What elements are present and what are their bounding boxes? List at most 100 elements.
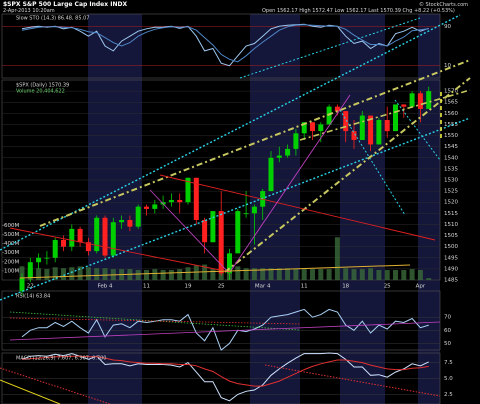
- panel-label: RSI(14) 63.84: [16, 294, 50, 300]
- candle-body: [401, 104, 407, 107]
- y2-tick-label: 500M: [4, 232, 19, 238]
- x-tick-label: 25: [384, 284, 391, 290]
- candle-body: [85, 242, 91, 252]
- volume-bar: [401, 270, 407, 280]
- y-tick-label: 5.0: [444, 376, 453, 382]
- trendline: [0, 117, 471, 301]
- volume-bar: [235, 266, 241, 280]
- candle-body: [310, 122, 315, 132]
- candle-body: [343, 111, 349, 132]
- y-tick-label: 1530: [444, 178, 458, 184]
- candle-body: [19, 277, 25, 292]
- trendline: [0, 379, 61, 404]
- volume-bar: [326, 269, 332, 280]
- candle-body: [359, 115, 365, 140]
- chart-title: $SPX S&P 500 Large Cap Index INDX: [3, 1, 127, 8]
- y-tick-label: 1550: [444, 133, 458, 139]
- candle-body: [144, 206, 149, 209]
- candle-body: [393, 104, 398, 132]
- volume-bar: [417, 270, 423, 280]
- candle-body: [94, 217, 100, 252]
- volume-bar: [135, 270, 141, 280]
- volume-bar: [343, 268, 349, 280]
- candle-body: [36, 257, 42, 263]
- candle-body: [334, 106, 340, 112]
- panel-label: Slow STO (14,3) 86.48, 85.07: [16, 16, 89, 22]
- volume-bar: [193, 265, 199, 280]
- volume-bar: [19, 266, 25, 280]
- volume-bar: [168, 270, 174, 280]
- y2-tick-label: 100M: [4, 268, 19, 274]
- trendline: [9, 321, 441, 341]
- candle-body: [268, 157, 274, 192]
- trendline: [394, 99, 441, 161]
- band: [418, 14, 440, 404]
- x-tick-label: 18: [342, 284, 349, 290]
- y-tick-label: 90: [444, 24, 451, 30]
- y-tick-label: 1490: [444, 266, 458, 272]
- x-tick-label: 25: [218, 284, 225, 290]
- candle-body: [417, 93, 423, 109]
- candle-body: [318, 124, 324, 132]
- trendline: [9, 317, 301, 325]
- band: [340, 14, 385, 404]
- volume-bar: [52, 267, 58, 280]
- y-tick-label: 1485: [444, 278, 458, 284]
- candle-body: [27, 262, 33, 278]
- volume-bar: [359, 269, 365, 280]
- candle-body: [285, 148, 291, 156]
- y-tick-label: 1510: [444, 222, 458, 228]
- y2-tick-label: 300M: [4, 250, 19, 256]
- candle-body: [135, 206, 141, 227]
- series-line: [21, 24, 429, 63]
- volume-bar: [144, 270, 149, 280]
- y-tick-label: 1515: [444, 211, 458, 217]
- trendline: [264, 364, 441, 397]
- volume-bar: [276, 268, 282, 280]
- y-tick-label: 7.5: [444, 360, 453, 366]
- volume-bar: [384, 270, 390, 280]
- candle-body: [193, 177, 199, 220]
- trendline: [224, 77, 471, 273]
- week-bands: [88, 14, 440, 404]
- trendline: [159, 174, 436, 241]
- candle-body: [202, 220, 208, 243]
- band: [88, 14, 142, 404]
- candle-body: [110, 222, 116, 256]
- volume-bar: [285, 268, 291, 280]
- candle-body: [44, 257, 50, 259]
- x-tick-label: 11: [143, 284, 150, 290]
- volume-bar: [94, 268, 100, 280]
- candle-body: [426, 91, 432, 109]
- volume-label: Volume 20,404,622: [16, 89, 65, 95]
- trendline: [0, 367, 111, 404]
- y-tick-label: 10: [444, 63, 451, 69]
- y-tick-label: 1540: [444, 155, 458, 161]
- trendline: [149, 189, 229, 273]
- series-line: [21, 23, 429, 67]
- candle-body: [243, 213, 249, 215]
- volume-bar: [85, 267, 91, 280]
- y-tick-label: 1565: [444, 100, 458, 106]
- y2-tick-label: 200M: [4, 259, 19, 265]
- volume-bar: [69, 267, 75, 280]
- trendlines: [0, 14, 471, 404]
- series-line: [21, 352, 429, 402]
- candle-body: [77, 228, 83, 243]
- volume-bar: [243, 268, 249, 280]
- candle-body: [227, 253, 232, 274]
- volume-bar: [409, 269, 415, 280]
- volume-bar: [152, 269, 158, 280]
- series-line: [21, 355, 429, 387]
- volume-bar: [393, 270, 398, 280]
- candle-body: [351, 131, 357, 140]
- y-tick-label: 1535: [444, 166, 458, 172]
- candle-body: [119, 220, 125, 223]
- volume-bar: [260, 268, 266, 280]
- y-tick-label: 60: [444, 328, 451, 334]
- candle-body: [168, 200, 174, 203]
- candle-body: [251, 206, 257, 214]
- candle-body: [218, 211, 224, 274]
- panel-label: MACD (12,26,9) 7.607, 6.907, 0.700: [16, 356, 106, 362]
- volume-bar: [102, 268, 108, 280]
